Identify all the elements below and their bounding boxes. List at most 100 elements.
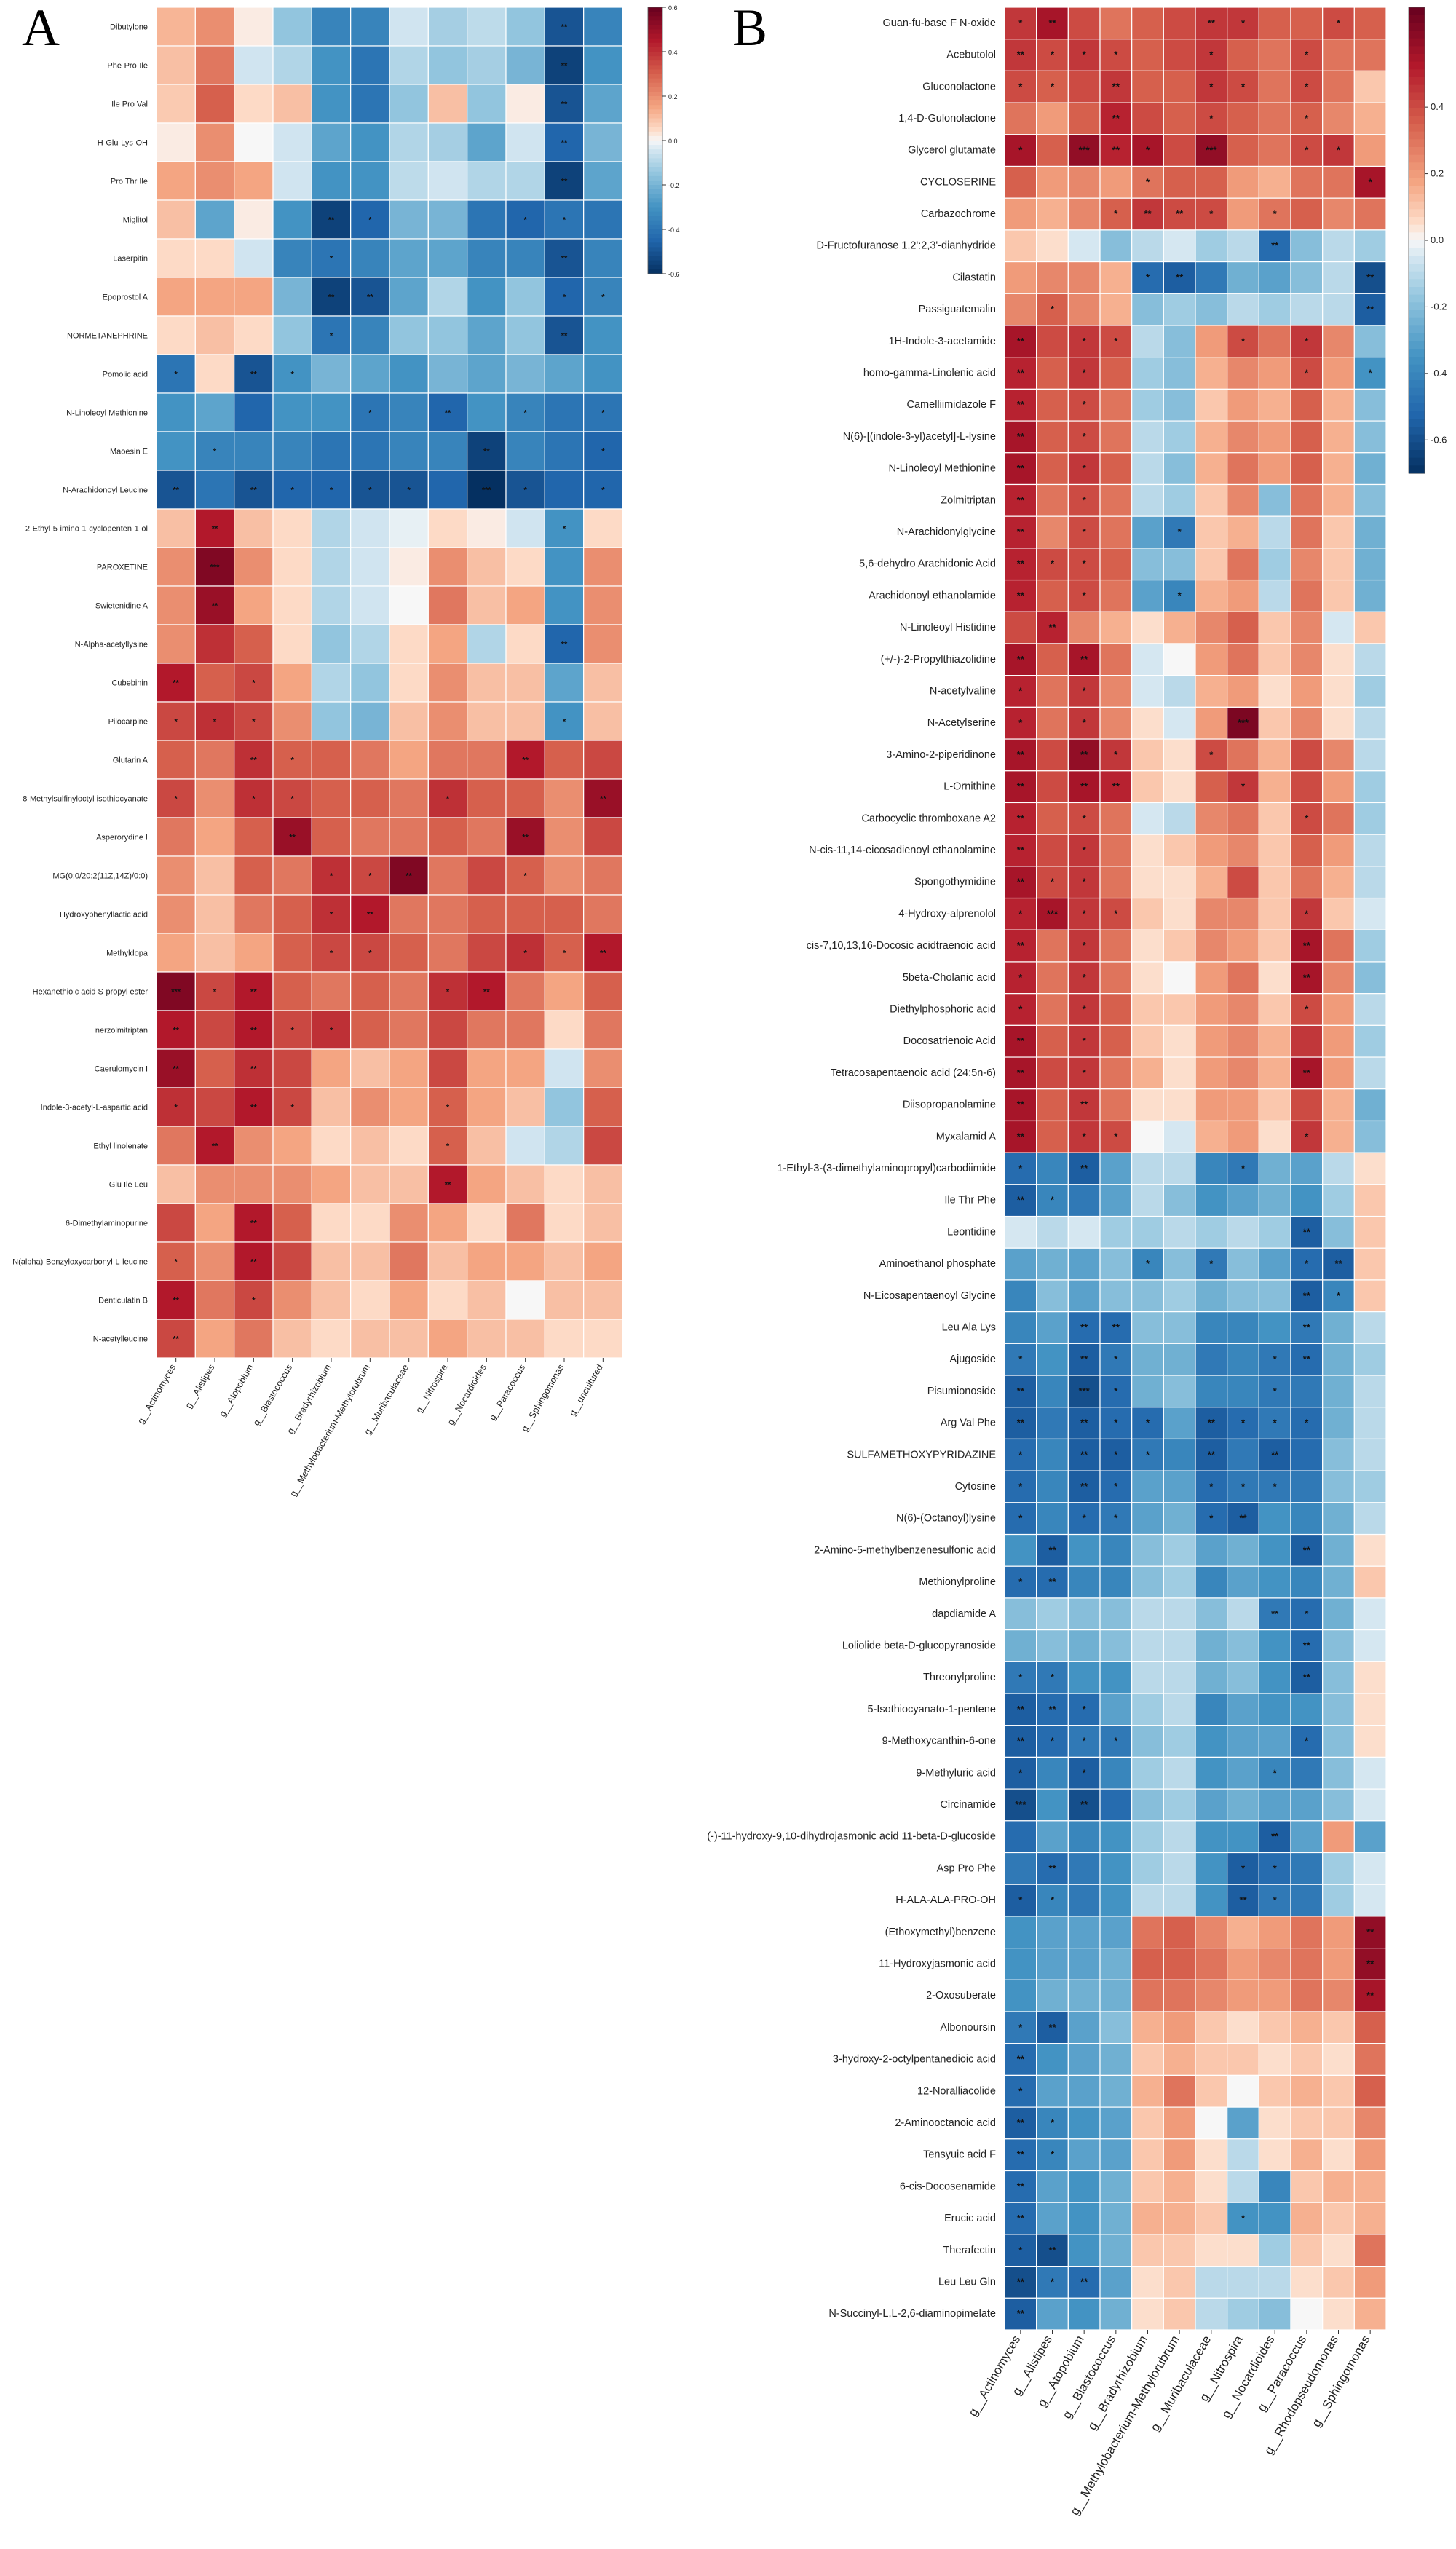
heatmap-cell <box>1099 1343 1133 1376</box>
row-label: Swietenidine A <box>95 602 149 611</box>
heatmap-cell <box>234 431 274 471</box>
colorbar-segment <box>1409 38 1425 47</box>
row-label: Zolmitriptan <box>941 494 996 506</box>
row-label: (+/-)-2-Propylthiazolidine <box>881 654 996 665</box>
significance-mark: * <box>1146 176 1150 187</box>
significance-mark: * <box>252 1297 256 1305</box>
colorbar-segment <box>648 127 662 133</box>
row-label: 4-Hydroxy-alprenolol <box>898 908 996 920</box>
significance-mark: ** <box>600 949 606 958</box>
heatmap-cell <box>1353 2011 1387 2044</box>
row-label: 5-Isothiocyanato-1-pentene <box>867 1704 996 1715</box>
significance-mark: * <box>1018 81 1023 92</box>
heatmap-cell <box>350 354 390 394</box>
row-label: 5beta-Cholanic acid <box>903 972 996 984</box>
colorbar-tick-label: -0.6 <box>668 271 680 278</box>
heatmap-cell <box>1163 2202 1196 2235</box>
heatmap-cell <box>311 1203 352 1243</box>
row-label: dapdiamide A <box>932 1608 996 1620</box>
heatmap-cell <box>1290 1438 1324 1471</box>
colorbar-segment <box>648 135 662 141</box>
heatmap-cell <box>1290 388 1324 422</box>
heatmap-cell <box>1322 1215 1355 1249</box>
significance-mark: * <box>1018 908 1023 919</box>
significance-mark: * <box>213 448 217 457</box>
significance-mark: * <box>291 1104 295 1113</box>
heatmap-cell <box>350 1280 390 1320</box>
heatmap-cell <box>544 315 585 355</box>
significance-mark: * <box>1305 1736 1309 1747</box>
heatmap-cell <box>194 971 235 1011</box>
heatmap-cell <box>1227 1788 1259 1822</box>
heatmap-cell <box>427 624 468 664</box>
significance-mark: ** <box>1017 2213 1025 2224</box>
heatmap-cell <box>1322 261 1355 294</box>
heatmap-cell <box>1227 2138 1259 2172</box>
significance-mark: ** <box>1303 1067 1311 1078</box>
significance-mark: * <box>1273 1767 1278 1778</box>
heatmap-cell <box>1131 1725 1164 1758</box>
heatmap-cell <box>1353 2138 1387 2172</box>
heatmap-cell <box>1067 1852 1101 1885</box>
heatmap-cell <box>1322 1565 1355 1599</box>
heatmap-cell <box>1227 1215 1259 1249</box>
heatmap-cell <box>1067 1661 1101 1694</box>
heatmap-cell <box>1099 229 1133 263</box>
significance-mark: * <box>213 718 217 727</box>
significance-mark: * <box>368 216 372 225</box>
significance-mark: ** <box>1080 749 1088 760</box>
colorbar-segment <box>648 7 662 12</box>
heatmap-cell <box>1322 1916 1355 1949</box>
row-label: Pilocarpine <box>108 718 148 727</box>
heatmap-cell <box>1195 1375 1228 1408</box>
heatmap-cell <box>1195 1215 1228 1249</box>
heatmap-cell <box>1067 1024 1101 1058</box>
heatmap-cell <box>1099 2011 1133 2044</box>
heatmap-cell <box>389 354 429 394</box>
row-label: N(alpha)-Benzyloxycarbonyl-L-leucine <box>12 1258 148 1267</box>
colorbar-segment <box>648 194 662 199</box>
significance-mark: * <box>601 293 605 302</box>
heatmap-cell <box>583 1319 623 1359</box>
heatmap-cell <box>1163 1056 1196 1090</box>
significance-mark: ** <box>561 255 568 264</box>
row-label: homo-gamma-Linolenic acid <box>863 368 996 379</box>
heatmap-cell <box>1258 1120 1291 1153</box>
colorbar-segment <box>648 154 662 159</box>
heatmap-cell <box>311 1010 352 1050</box>
significance-mark: ** <box>1366 1958 1374 1969</box>
significance-mark: * <box>252 795 256 804</box>
heatmap-cell <box>1036 1756 1069 1790</box>
heatmap-cell <box>1004 1756 1037 1790</box>
heatmap-cell <box>1353 1407 1387 1440</box>
row-label: Methionylproline <box>919 1576 996 1588</box>
heatmap-cell <box>311 277 352 317</box>
heatmap-cell <box>156 817 196 857</box>
heatmap-cell <box>505 547 545 587</box>
heatmap-cell <box>234 1010 274 1050</box>
significance-mark: * <box>1051 304 1055 315</box>
heatmap-cell <box>156 1048 196 1088</box>
colorbar-segment <box>1409 23 1425 31</box>
heatmap-cell <box>1258 515 1291 549</box>
colorbar-segment <box>648 158 662 164</box>
heatmap-cell <box>1227 929 1259 963</box>
heatmap-cell <box>1004 1948 1037 1980</box>
heatmap-cell <box>1353 102 1387 135</box>
heatmap-cell <box>1036 1279 1069 1313</box>
heatmap-cell <box>1004 2138 1037 2172</box>
heatmap-cell <box>1067 70 1101 103</box>
heatmap-cell <box>505 84 545 124</box>
heatmap-cell <box>1290 548 1324 581</box>
significance-mark: * <box>1273 1353 1278 1364</box>
significance-mark: * <box>1178 590 1182 601</box>
row-label: Cubebinin <box>111 679 148 688</box>
heatmap-cell <box>1067 1152 1101 1185</box>
significance-mark: ** <box>1080 1163 1088 1174</box>
heatmap-cell <box>1131 1502 1164 1536</box>
heatmap-cell <box>1163 2234 1196 2267</box>
heatmap-cell <box>194 1126 235 1166</box>
significance-mark: ** <box>1366 272 1374 282</box>
heatmap-cell <box>234 354 274 394</box>
significance-mark: * <box>1018 972 1023 983</box>
